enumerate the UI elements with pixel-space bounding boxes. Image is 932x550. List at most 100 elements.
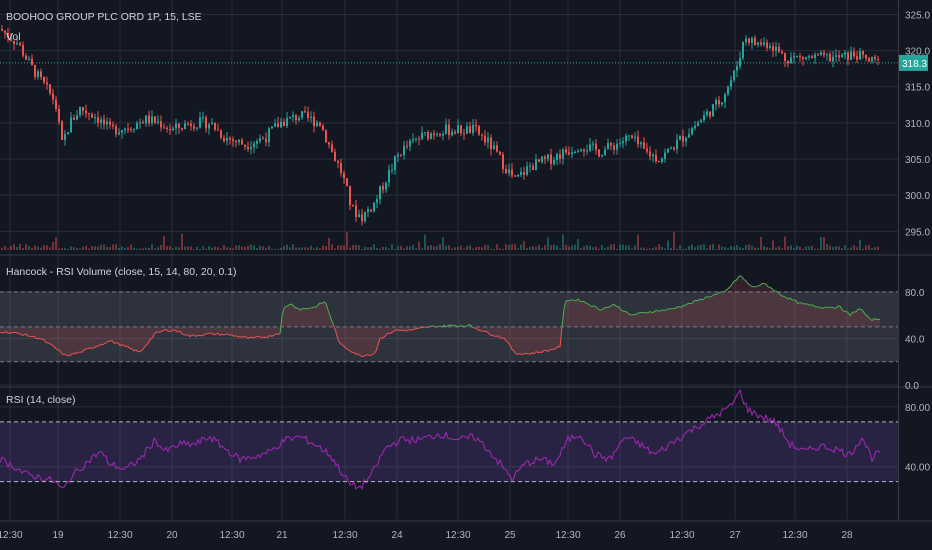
volume-bar bbox=[790, 245, 792, 250]
price-pane-title: BOOHOO GROUP PLC ORD 1P, 15, LSE bbox=[6, 11, 202, 23]
volume-bar bbox=[712, 244, 714, 250]
candle-body bbox=[514, 175, 516, 177]
volume-bar bbox=[442, 237, 444, 250]
hancock-line-segment bbox=[647, 311, 651, 314]
hancock-line-segment bbox=[527, 353, 531, 355]
hancock-line-segment bbox=[745, 280, 749, 284]
volume-bar bbox=[574, 244, 576, 250]
candle-body bbox=[538, 159, 540, 162]
hancock-line-segment bbox=[697, 298, 701, 302]
hancock-line-segment bbox=[767, 286, 771, 288]
hancock-line-segment bbox=[207, 332, 211, 335]
candle-body bbox=[91, 114, 93, 118]
candle-body bbox=[610, 142, 612, 146]
volume-bar bbox=[460, 245, 462, 250]
volume-bar bbox=[172, 248, 174, 250]
hancock-line-segment bbox=[371, 353, 375, 356]
volume-bar bbox=[394, 248, 396, 250]
y-tick-label: 0.0 bbox=[905, 381, 919, 392]
candle-body bbox=[721, 102, 723, 105]
volume-bar bbox=[79, 248, 81, 250]
hancock-line-segment bbox=[169, 330, 173, 332]
hancock-line-segment bbox=[785, 297, 789, 300]
volume-bar bbox=[376, 247, 378, 250]
hancock-line-segment bbox=[757, 284, 761, 287]
volume-bar bbox=[853, 245, 855, 250]
rsi-band-fill bbox=[0, 421, 898, 482]
volume-bar bbox=[637, 234, 639, 250]
hancock-line-segment bbox=[529, 352, 533, 355]
volume-bar bbox=[640, 247, 642, 250]
candle-body bbox=[178, 123, 180, 128]
volume-bar bbox=[472, 248, 474, 250]
volume-bar bbox=[799, 246, 801, 250]
hancock-line-segment bbox=[477, 329, 481, 331]
candle-body bbox=[103, 119, 105, 125]
hancock-line-segment bbox=[281, 307, 285, 317]
volume-bar bbox=[301, 247, 303, 250]
volume-bar bbox=[802, 248, 804, 250]
grid bbox=[0, 0, 898, 519]
candle-body bbox=[370, 209, 372, 212]
volume-bar bbox=[175, 246, 177, 250]
candle-body bbox=[754, 37, 756, 45]
volume-bar bbox=[547, 237, 549, 250]
volume-bar bbox=[304, 247, 306, 250]
volume-bar bbox=[412, 244, 414, 250]
candle-body bbox=[7, 32, 9, 38]
hancock-line-segment bbox=[183, 334, 187, 336]
hancock-line-segment bbox=[665, 308, 669, 311]
hancock-line-segment bbox=[607, 306, 611, 308]
hancock-line-segment bbox=[827, 306, 831, 309]
volume-bar bbox=[415, 248, 417, 250]
hancock-line-segment bbox=[15, 332, 19, 334]
candle-body bbox=[862, 51, 864, 55]
candle-body bbox=[733, 70, 735, 81]
candle-body bbox=[85, 110, 87, 114]
candle-body bbox=[838, 55, 840, 58]
candle-body bbox=[664, 152, 666, 159]
candle-body bbox=[712, 104, 714, 117]
hancock-line-segment bbox=[363, 354, 367, 357]
volume-bar bbox=[181, 233, 183, 250]
hancock-line-segment bbox=[3, 330, 7, 334]
hancock-line-segment bbox=[677, 306, 681, 308]
hancock-line-segment bbox=[541, 349, 545, 353]
volume-bar bbox=[634, 245, 636, 250]
volume-bar bbox=[559, 248, 561, 250]
y-tick-label: 310.0 bbox=[905, 119, 930, 130]
candle-body bbox=[649, 151, 651, 157]
volume-bar bbox=[562, 234, 564, 250]
volume-bar bbox=[271, 248, 273, 250]
volume-bar bbox=[619, 244, 621, 250]
volume-bar bbox=[169, 246, 171, 250]
volume-bar bbox=[628, 245, 630, 250]
volume-bar bbox=[208, 246, 210, 250]
hancock-line-segment bbox=[119, 343, 123, 347]
candle-body bbox=[289, 116, 291, 119]
hancock-line-segment bbox=[185, 334, 189, 336]
volume-bar bbox=[157, 247, 159, 250]
hancock-line-segment bbox=[47, 342, 51, 345]
hancock-line-segment bbox=[411, 328, 415, 331]
candle-body bbox=[67, 132, 69, 135]
volume-bar bbox=[466, 245, 468, 250]
candle-body bbox=[859, 51, 861, 60]
volume-bar bbox=[592, 247, 594, 250]
volume-bar bbox=[553, 244, 555, 250]
hancock-line-segment bbox=[7, 332, 11, 334]
volume-bar bbox=[658, 244, 660, 250]
candle-body bbox=[322, 125, 324, 131]
candle-body bbox=[442, 133, 444, 136]
candle-body bbox=[760, 42, 762, 45]
volume-bar bbox=[544, 244, 546, 250]
hancock-line-segment bbox=[657, 310, 661, 312]
volume-bar bbox=[421, 248, 423, 250]
hancock-line-segment bbox=[533, 351, 537, 355]
hancock-line-segment bbox=[57, 349, 61, 352]
hancock-line-segment bbox=[831, 306, 835, 309]
candle-body bbox=[226, 137, 228, 141]
volume-bar bbox=[502, 248, 504, 250]
volume-bar bbox=[475, 247, 477, 250]
